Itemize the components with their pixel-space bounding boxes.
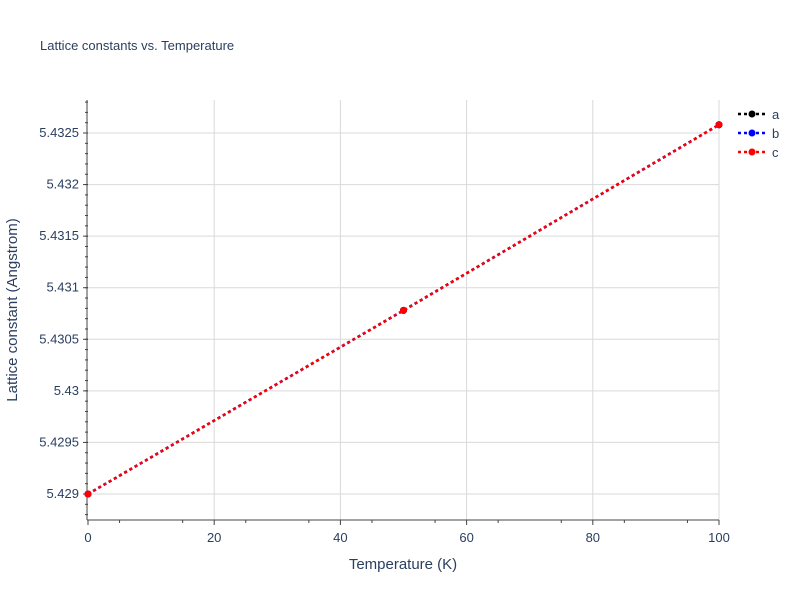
y-tick-label: 5.4305 (39, 331, 79, 346)
legend: abc (738, 107, 780, 160)
data-point-c (84, 490, 92, 498)
y-tick-label: 5.429 (46, 486, 79, 501)
legend-item-a: a (738, 107, 780, 122)
y-tick-label: 5.4325 (39, 125, 79, 140)
x-tick-label: 0 (84, 530, 91, 545)
legend-label: b (772, 126, 779, 141)
x-tick-label: 100 (708, 530, 730, 545)
y-tick-label: 5.432 (46, 177, 79, 192)
x-tick-label: 80 (586, 530, 600, 545)
y-tick-label: 5.43 (54, 383, 79, 398)
y-tick-label: 5.4295 (39, 434, 79, 449)
x-axis-label: Temperature (K) (349, 556, 457, 573)
data-point-c (400, 306, 407, 314)
x-tick-label: 20 (207, 530, 221, 545)
series-line-c (87, 123, 720, 496)
legend-item-b: b (738, 126, 779, 141)
series-layer (84, 121, 723, 498)
grid (88, 100, 720, 520)
legend-item-c: c (738, 145, 779, 160)
y-axis-label: Lattice constant (Angstrom) (4, 218, 21, 401)
x-tick-label: 40 (333, 530, 347, 545)
legend-marker (748, 110, 756, 118)
y-tick-label: 5.431 (46, 280, 79, 295)
data-point-c (715, 121, 723, 129)
y-tick-label: 5.4315 (39, 228, 79, 243)
x-tick-label: 60 (459, 530, 473, 545)
legend-label: a (772, 107, 780, 122)
chart-title: Lattice constants vs. Temperature (40, 38, 234, 53)
axes: 0 20 40 60 80 100 5.429 5.4295 5.43 5.4305 5.431 5.… (39, 100, 730, 545)
legend-marker (748, 148, 756, 156)
legend-label: c (772, 145, 779, 160)
legend-marker (748, 129, 756, 137)
